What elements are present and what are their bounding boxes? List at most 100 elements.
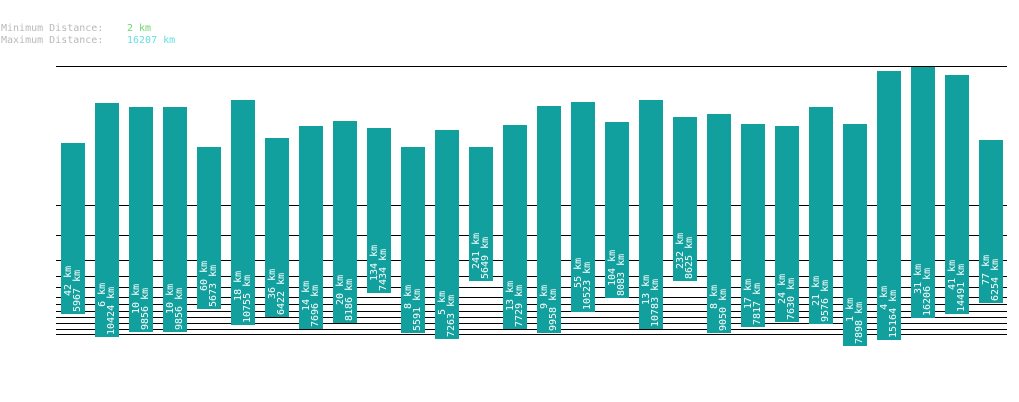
bar-min-label: 41 km	[947, 260, 958, 290]
bar-min-label: 9 km	[539, 285, 550, 309]
bar-min-label: 4 km	[879, 286, 890, 310]
bar	[877, 71, 901, 340]
bar-min-label: 5 km	[437, 291, 448, 315]
bar-max-label: 7817 km	[752, 283, 763, 325]
bar-max-label: 5673 km	[208, 265, 219, 307]
bar	[197, 147, 221, 309]
bar	[571, 102, 595, 312]
bar-max-label: 5591 km	[412, 289, 423, 331]
bar-min-label: 77 km	[981, 255, 992, 285]
bar-min-label: 10 km	[131, 284, 142, 314]
bar-min-label: 13 km	[641, 275, 652, 305]
bar	[775, 126, 799, 322]
bar-min-label: 21 km	[811, 276, 822, 306]
min-distance-value: 2 km	[127, 23, 152, 34]
bar-min-label: 1 km	[845, 298, 856, 322]
bar	[231, 100, 255, 325]
bar-max-label: 9958 km	[548, 289, 559, 331]
bar-max-label: 14491 km	[956, 264, 967, 312]
bar-group: 15164 km4 km	[877, 71, 901, 340]
bar-group: 7898 km1 km	[843, 124, 867, 346]
bar	[809, 107, 833, 324]
bar-min-label: 17 km	[743, 279, 754, 309]
bar	[129, 107, 153, 332]
bar-max-label: 16206 km	[922, 268, 933, 316]
bar-max-label: 7263 km	[446, 295, 457, 337]
bar-group: 9958 km9 km	[537, 106, 561, 333]
bar-group: 9050 km8 km	[707, 114, 731, 333]
bar-max-label: 9576 km	[820, 280, 831, 322]
bar	[435, 130, 459, 339]
bar	[979, 140, 1003, 303]
bar-max-label: 10783 km	[650, 279, 661, 327]
max-distance-row: Maximum Distance: 16207 km	[1, 35, 175, 47]
bar-max-label: 8625 km	[684, 237, 695, 279]
bar-min-label: 232 km	[675, 233, 686, 269]
bar-max-label: 5649 km	[480, 237, 491, 279]
bar	[843, 124, 867, 346]
min-distance-row: Minimum Distance: 2 km	[1, 23, 175, 35]
bar-max-label: 7696 km	[310, 285, 321, 327]
bar-max-label: 10755 km	[242, 275, 253, 323]
bar-min-label: 104 km	[607, 250, 618, 286]
bar-max-label: 15164 km	[888, 290, 899, 338]
bar-min-label: 36 km	[267, 269, 278, 299]
bar-min-label: 8 km	[709, 285, 720, 309]
bar-min-label: 42 km	[63, 266, 74, 296]
bar	[61, 143, 85, 314]
bar-max-label: 8083 km	[616, 254, 627, 296]
bar-max-label: 10523 km	[582, 262, 593, 310]
bar-max-label: 7729 km	[514, 285, 525, 327]
min-distance-label: Minimum Distance:	[1, 23, 104, 34]
bar	[503, 125, 527, 329]
bar-max-label: 9050 km	[718, 289, 729, 331]
bar	[639, 100, 663, 329]
bar-min-label: 18 km	[233, 271, 244, 301]
bar	[741, 124, 765, 327]
bar-max-label: 7630 km	[786, 278, 797, 320]
bar-max-label: 7898 km	[854, 302, 865, 344]
bar	[333, 121, 357, 323]
distance-summary: Minimum Distance: 2 km Maximum Distance: 1…	[1, 23, 175, 47]
bar-max-label: 10424 km	[106, 287, 117, 335]
bar	[469, 147, 493, 281]
bar	[401, 147, 425, 333]
bar-min-label: 10 km	[165, 284, 176, 314]
bar-max-label: 9856 km	[140, 288, 151, 330]
bar	[673, 117, 697, 281]
bar-max-label: 6422 km	[276, 273, 287, 315]
bar	[95, 103, 119, 337]
bar-min-label: 20 km	[335, 275, 346, 305]
max-distance-value: 16207 km	[127, 35, 176, 46]
bar-min-label: 24 km	[777, 274, 788, 304]
bar-min-label: 6 km	[97, 283, 108, 307]
bar	[367, 128, 391, 293]
bar	[945, 75, 969, 314]
bar-min-label: 13 km	[505, 281, 516, 311]
bar-max-label: 6254 km	[990, 259, 1001, 301]
bar-min-label: 8 km	[403, 285, 414, 309]
bar-min-label: 241 km	[471, 233, 482, 269]
max-distance-label: Maximum Distance:	[1, 35, 104, 46]
bar	[537, 106, 561, 333]
bar-min-label: 134 km	[369, 245, 380, 281]
bar-max-label: 9856 km	[174, 288, 185, 330]
bar-max-label: 5967 km	[72, 270, 83, 312]
